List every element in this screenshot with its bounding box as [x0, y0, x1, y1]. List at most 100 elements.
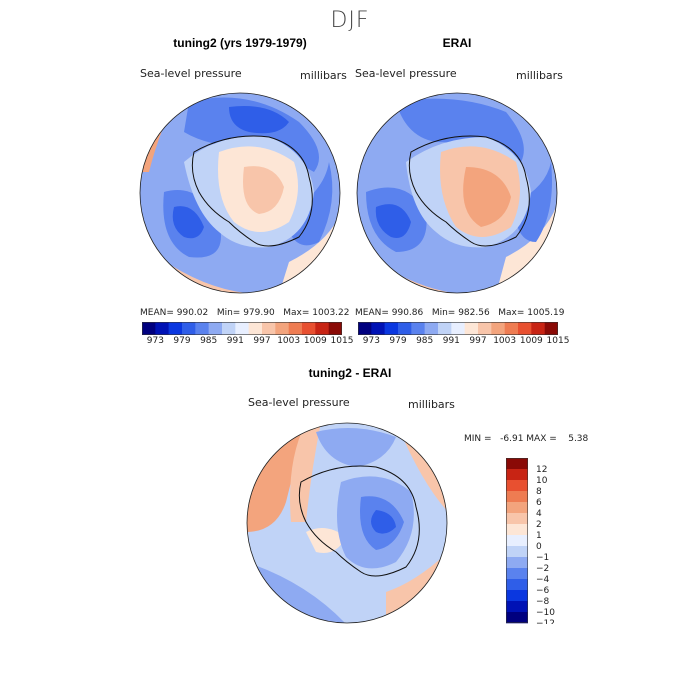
panel2-colorbar-swatch: [438, 322, 452, 335]
panel3-stats: MIN = -6.91 MAX = 5.38: [464, 434, 589, 444]
panel3-colorbar-swatch: [506, 557, 528, 569]
panel2-stats: MEAN= 990.86 Min= 982.56 Max= 1005.19: [355, 308, 565, 318]
panel1-colorbar-tick-label: 997: [253, 336, 271, 346]
panel2-colorbar-swatch: [371, 322, 385, 335]
panel2-colorbar-tick-label: 973: [362, 336, 380, 346]
panel2-colorbar-swatch: [478, 322, 492, 335]
panel3-colorbar-tick-label: −8: [536, 597, 550, 607]
panel2-colorbar-tick-label: 991: [442, 336, 460, 346]
panel3-units-label: millibars: [408, 398, 455, 411]
panel3-colorbar-swatch: [506, 502, 528, 514]
panel1-stats: MEAN= 990.02 Min= 979.90 Max= 1003.22: [140, 308, 350, 318]
panel1-colorbar-swatch: [195, 322, 209, 335]
panel3-colorbar-swatch: [506, 458, 528, 470]
panel3-colorbar-swatch: [506, 535, 528, 547]
panel1-colorbar-swatch: [288, 322, 303, 335]
panel1-title: tuning2 (yrs 1979-1979): [173, 36, 307, 50]
panel2-colorbar-tick-label: 997: [469, 336, 487, 346]
panel3-colorbar-tick-label: −2: [536, 564, 549, 574]
panel1-colorbar-swatch: [155, 322, 169, 335]
panel2-colorbar-swatch: [544, 322, 558, 335]
panel1-units-label: millibars: [300, 69, 347, 82]
panel2-colorbar-swatch: [358, 322, 372, 335]
panel3-colorbar-swatch: [506, 601, 528, 613]
panel2-colorbar-swatch: [504, 322, 519, 335]
panel1-colorbar-swatch: [142, 322, 156, 335]
panel1-colorbar-swatch: [275, 322, 289, 335]
panel2-colorbar-tick-label: 985: [416, 336, 434, 346]
panel3-colorbar-swatch: [506, 524, 528, 536]
panel3-colorbar-swatch: [506, 612, 528, 624]
panel2-antarctica-high-core: [463, 167, 511, 227]
panel3-colorbar-swatch: [506, 491, 528, 503]
panel1-low-core-left: [172, 206, 204, 239]
panel3-polar-map: [246, 422, 448, 624]
panel1-colorbar-swatch: [248, 322, 263, 335]
panel2-colorbar-tick-label: 979: [389, 336, 407, 346]
panel1-low-core-top: [229, 106, 289, 134]
panel1-colorbar-swatch: [168, 322, 183, 335]
panel2-colorbar-swatch: [398, 322, 412, 335]
panel2-title: ERAI: [442, 36, 472, 50]
panel3-colorbar-swatch: [506, 546, 528, 558]
panel3-antarctica-negative-peak: [371, 510, 396, 534]
panel3-colorbar-swatch: [506, 590, 528, 602]
panel2-colorbar-swatch: [384, 322, 399, 335]
panel3-variable-label: Sea-level pressure: [248, 396, 350, 409]
panel2-colorbar-swatch: [531, 322, 545, 335]
panel3-colorbar-swatch: [506, 568, 528, 580]
panel3-positive-patch: [306, 528, 346, 553]
panel1-colorbar-tick-label: 1003: [277, 336, 301, 346]
panel1-antarctica-high-core: [243, 166, 284, 214]
panel3-colorbar-tick-label: −10: [536, 608, 555, 618]
panel2-units-label: millibars: [516, 69, 563, 82]
panel3-colorbar-tick-label: 8: [536, 487, 542, 497]
panel3-colorbar-tick-label: 2: [536, 520, 542, 530]
panel3-colorbar-tick-label: −1: [536, 553, 549, 563]
panel2-colorbar-tick-label: 1015: [546, 336, 570, 346]
panel1-colorbar: [142, 322, 342, 335]
panel3-colorbar-tick-label: 4: [536, 509, 542, 519]
panel1-colorbar-swatch: [222, 322, 236, 335]
panel2-colorbar-tick-label: 1003: [493, 336, 517, 346]
panel1-coastline: [191, 135, 313, 247]
panel3-colorbar-tick-label: −4: [536, 575, 550, 585]
panel3-colorbar-swatch: [506, 480, 528, 492]
panel1-colorbar-tick-label: 1015: [330, 336, 354, 346]
panel3-positive-fringe-left: [290, 423, 321, 522]
panel1-colorbar-swatch: [328, 322, 342, 335]
panel2-colorbar-swatch: [464, 322, 479, 335]
panel2-coastline: [408, 135, 530, 247]
panel3-negative-region-top: [316, 428, 396, 467]
panel1-colorbar-tick-label: 973: [146, 336, 164, 346]
panel1-colorbar-swatch: [235, 322, 249, 335]
panel3-colorbar-tick-label: 12: [536, 465, 547, 475]
panel2-variable-label: Sea-level pressure: [355, 67, 457, 80]
panel3-colorbar-tick-label: 1: [536, 531, 542, 541]
panel3-coastline: [298, 465, 420, 577]
figure-title: DJF: [330, 8, 370, 33]
panel2-colorbar-ticks: 973 979 985 991 997 1003 1009 1015: [358, 336, 570, 348]
panel1-colorbar-tick-label: 979: [173, 336, 191, 346]
panel3-colorbar-swatch: [506, 469, 528, 481]
panel2-polar-map: [356, 92, 558, 294]
panel1-colorbar-tick-label: 1009: [303, 336, 327, 346]
panel2-colorbar-swatch: [424, 322, 439, 335]
panel3-colorbar-swatch: [506, 579, 528, 591]
panel3-colorbar-tick-label: 10: [536, 476, 548, 486]
panel3-colorbar-swatch: [506, 513, 528, 525]
panel1-colorbar-tick-label: 985: [200, 336, 218, 346]
panel2-colorbar-tick-label: 1009: [519, 336, 543, 346]
panel2-colorbar-swatch: [491, 322, 505, 335]
panel1-variable-label: Sea-level pressure: [140, 67, 242, 80]
panel3-colorbar-tick-label: 0: [536, 542, 542, 552]
panel2-low-core-left: [375, 204, 411, 238]
panel2-colorbar: [358, 322, 558, 335]
panel1-colorbar-swatch: [315, 322, 329, 335]
panel1-colorbar-swatch: [182, 322, 196, 335]
panel3-colorbar-tick-label: 6: [536, 498, 542, 508]
panel2-colorbar-swatch: [518, 322, 532, 335]
panel1-colorbar-swatch: [208, 322, 223, 335]
panel1-colorbar-swatch: [262, 322, 276, 335]
